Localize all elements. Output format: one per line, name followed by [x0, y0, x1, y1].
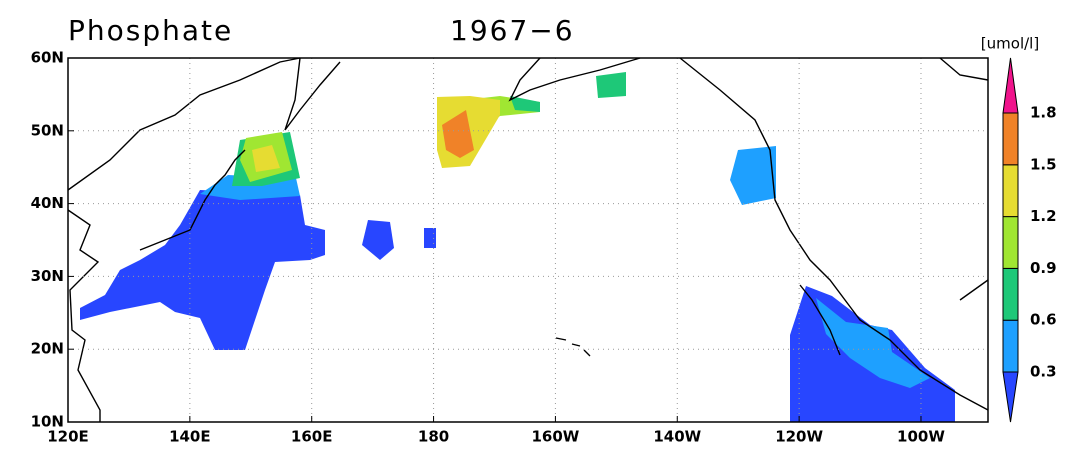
x-tick-label: 100W: [897, 428, 945, 446]
y-tick-label: 60N: [31, 49, 64, 67]
field-patch: [252, 145, 280, 172]
coastline: [799, 284, 841, 356]
coastline: [679, 57, 989, 411]
x-tick-label: 120E: [47, 428, 89, 446]
colorbar-label: 1.2: [1030, 207, 1057, 225]
field-patch: [442, 110, 474, 158]
x-tick-label: 180: [418, 428, 449, 446]
coastline: [555, 337, 591, 357]
data-field: [80, 72, 955, 422]
colorbar-label: 1.5: [1030, 155, 1057, 173]
x-tick-label: 160E: [291, 428, 333, 446]
field-patch: [510, 96, 540, 112]
colorbar-triangle: [1002, 371, 1019, 423]
y-tick-label: 20N: [31, 340, 64, 358]
y-tick-label: 10N: [31, 413, 64, 431]
colorbar-segment: [1002, 112, 1019, 166]
field-patch: [80, 190, 325, 350]
field-patch: [596, 72, 626, 98]
x-tick-label: 140E: [169, 428, 211, 446]
colorbar-segment: [1002, 216, 1019, 269]
coastlines: [67, 57, 989, 422]
colorbar-segment: [1002, 164, 1019, 218]
coastline: [284, 57, 341, 131]
colorbar-label: 0.3: [1030, 363, 1057, 381]
x-tick-label: 140W: [653, 428, 701, 446]
y-tick-label: 30N: [31, 267, 64, 285]
title: Phosphate: [68, 14, 233, 47]
field-patch: [816, 298, 930, 388]
colorbar-triangle: [1002, 57, 1019, 114]
coastline: [508, 57, 641, 102]
field-patch: [424, 228, 436, 248]
field-patch: [730, 146, 776, 205]
y-tick-label: 40N: [31, 194, 64, 212]
colorbar-label: 0.6: [1030, 311, 1057, 329]
y-tick-label: 50N: [31, 121, 64, 139]
coastline: [959, 279, 989, 301]
x-tick-label: 120W: [775, 428, 823, 446]
colorbar-segment: [1002, 319, 1019, 373]
coastline: [67, 209, 101, 422]
date-label: 1967−6: [450, 14, 575, 47]
colorbar-label: 0.9: [1030, 259, 1057, 277]
coastline: [67, 57, 301, 191]
field-patch: [362, 220, 394, 260]
map-frame: [67, 57, 989, 423]
x-tick-label: 160W: [531, 428, 579, 446]
units-label: [umol/l]: [981, 35, 1039, 53]
colorbar-segment: [1002, 267, 1019, 321]
colorbar-label: 1.8: [1030, 104, 1057, 122]
coastline: [139, 149, 246, 251]
coastline: [939, 57, 989, 81]
colorbar: 0.3 0.6 0.9 1.2 1.5 1.8: [1002, 57, 1057, 423]
